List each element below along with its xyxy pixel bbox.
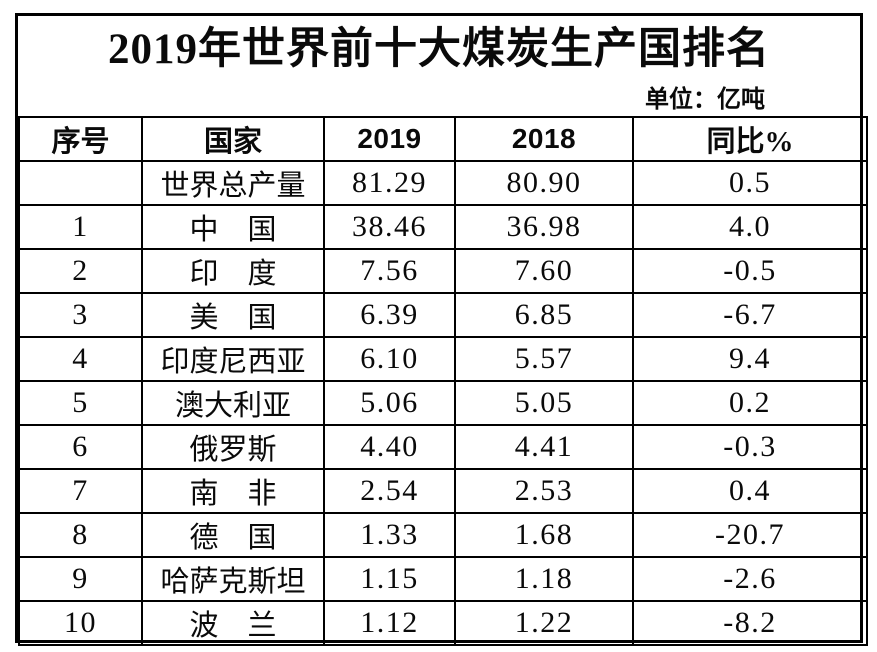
value-2018-cell: 36.98 [454, 204, 634, 250]
country-cell: 澳大利亚 [141, 380, 325, 426]
value-2018-cell: 4.41 [454, 424, 634, 470]
country-cell: 世界总产量 [141, 160, 325, 206]
country-cell: 印度尼西亚 [141, 336, 325, 382]
rank-cell: 8 [18, 512, 143, 558]
col-header-yoy: 同比% [632, 116, 868, 162]
title-area: 2019年世界前十大煤炭生产国排名 单位：亿吨 [18, 16, 860, 116]
country-cell: 哈萨克斯坦 [141, 556, 325, 602]
country-cell: 南 非 [141, 468, 325, 514]
value-2019-cell: 1.33 [323, 512, 456, 558]
yoy-cell: 4.0 [632, 204, 868, 250]
table-row: 6 俄罗斯 4.40 4.41 -0.3 [18, 424, 868, 470]
table-row: 2 印 度 7.56 7.60 -0.5 [18, 248, 868, 294]
country-cell: 德 国 [141, 512, 325, 558]
value-2019-cell: 6.10 [323, 336, 456, 382]
rank-cell: 1 [18, 204, 143, 250]
value-2018-cell: 1.22 [454, 600, 634, 646]
rank-cell: 4 [18, 336, 143, 382]
rank-cell: 10 [18, 600, 143, 646]
yoy-cell: -20.7 [632, 512, 868, 558]
rank-cell: 7 [18, 468, 143, 514]
table-row: 5 澳大利亚 5.06 5.05 0.2 [18, 380, 868, 426]
yoy-cell: -0.5 [632, 248, 868, 294]
country-cell: 印 度 [141, 248, 325, 294]
yoy-cell: 0.2 [632, 380, 868, 426]
col-header-country: 国家 [141, 116, 325, 162]
table-row: 8 德 国 1.33 1.68 -20.7 [18, 512, 868, 558]
yoy-cell: 0.5 [632, 160, 868, 206]
value-2019-cell: 81.29 [323, 160, 456, 206]
rank-cell: 9 [18, 556, 143, 602]
yoy-cell: 9.4 [632, 336, 868, 382]
country-cell: 美 国 [141, 292, 325, 338]
col-header-2018: 2018 [454, 116, 634, 162]
country-cell: 中 国 [141, 204, 325, 250]
col-header-2019: 2019 [323, 116, 456, 162]
value-2018-cell: 1.68 [454, 512, 634, 558]
value-2019-cell: 38.46 [323, 204, 456, 250]
value-2019-cell: 7.56 [323, 248, 456, 294]
yoy-cell: -8.2 [632, 600, 868, 646]
rank-cell: 2 [18, 248, 143, 294]
value-2018-cell: 5.05 [454, 380, 634, 426]
header-row: 序号 国家 2019 2018 同比% [18, 116, 868, 162]
value-2019-cell: 2.54 [323, 468, 456, 514]
yoy-cell: 0.4 [632, 468, 868, 514]
value-2019-cell: 1.15 [323, 556, 456, 602]
value-2018-cell: 7.60 [454, 248, 634, 294]
rank-cell [18, 160, 143, 206]
table-row: 1 中 国 38.46 36.98 4.0 [18, 204, 868, 250]
col-header-rank: 序号 [18, 116, 143, 162]
value-2019-cell: 5.06 [323, 380, 456, 426]
table-row: 7 南 非 2.54 2.53 0.4 [18, 468, 868, 514]
yoy-cell: -0.3 [632, 424, 868, 470]
coal-production-table: 序号 国家 2019 2018 同比% 世界总产量 81.29 80.90 0.… [18, 116, 868, 646]
table-row: 4 印度尼西亚 6.10 5.57 9.4 [18, 336, 868, 382]
value-2018-cell: 80.90 [454, 160, 634, 206]
value-2018-cell: 5.57 [454, 336, 634, 382]
rank-cell: 5 [18, 380, 143, 426]
value-2018-cell: 6.85 [454, 292, 634, 338]
rank-cell: 6 [18, 424, 143, 470]
country-cell: 俄罗斯 [141, 424, 325, 470]
yoy-cell: -2.6 [632, 556, 868, 602]
value-2018-cell: 1.18 [454, 556, 634, 602]
table-row: 9 哈萨克斯坦 1.15 1.18 -2.6 [18, 556, 868, 602]
country-cell: 波 兰 [141, 600, 325, 646]
table-row: 10 波 兰 1.12 1.22 -8.2 [18, 600, 868, 646]
value-2018-cell: 2.53 [454, 468, 634, 514]
table-row: 3 美 国 6.39 6.85 -6.7 [18, 292, 868, 338]
value-2019-cell: 6.39 [323, 292, 456, 338]
value-2019-cell: 4.40 [323, 424, 456, 470]
unit-note: 单位：亿吨 [645, 87, 765, 113]
rank-cell: 3 [18, 292, 143, 338]
value-2019-cell: 1.12 [323, 600, 456, 646]
page-title: 2019年世界前十大煤炭生产国排名 [108, 26, 770, 73]
table-row-world-total: 世界总产量 81.29 80.90 0.5 [18, 160, 868, 206]
ranking-table-frame: 2019年世界前十大煤炭生产国排名 单位：亿吨 序号 国家 2019 2018 … [15, 13, 868, 646]
yoy-cell: -6.7 [632, 292, 868, 338]
